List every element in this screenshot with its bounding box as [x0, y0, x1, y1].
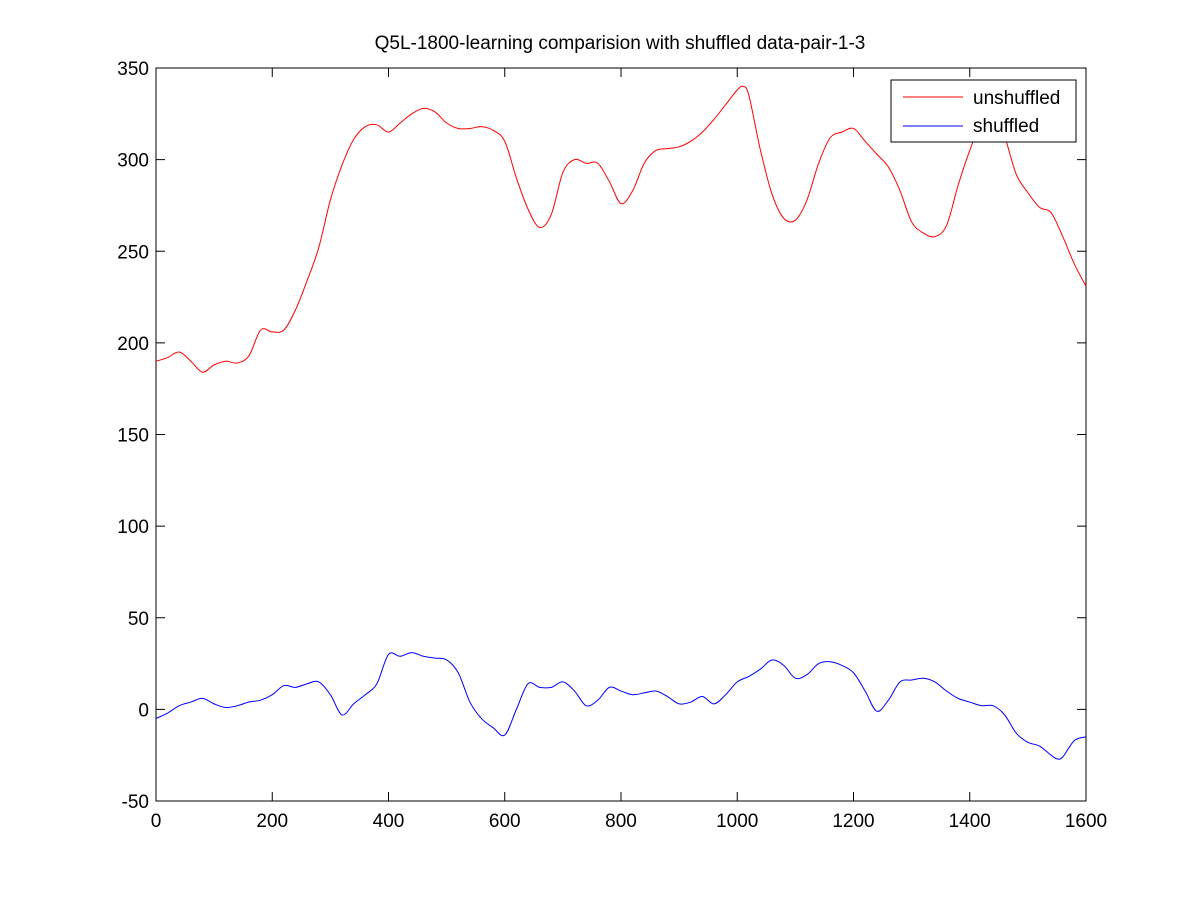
- legend: unshuffled shuffled: [890, 79, 1077, 143]
- y-tick-label: 300: [117, 151, 149, 172]
- x-tick-label: 400: [373, 811, 405, 832]
- x-tick-label: 1000: [716, 811, 758, 832]
- y-tick-label: 50: [128, 609, 149, 630]
- y-tick-label: 350: [117, 59, 149, 80]
- y-tick-label: 150: [117, 426, 149, 447]
- y-axis: -50 0 50 100 150 200 250 300 350: [117, 59, 1086, 813]
- x-tick-label: 600: [489, 811, 521, 832]
- y-tick-label: 250: [117, 242, 149, 263]
- x-tick-label: 1600: [1065, 811, 1107, 832]
- series-line-unshuffled: [155, 85, 1087, 373]
- y-tick-label: 200: [117, 334, 149, 355]
- x-tick-label: 0: [151, 811, 162, 832]
- series-line-shuffled: [155, 652, 1087, 760]
- series-group: [155, 85, 1087, 760]
- legend-box: [890, 79, 1077, 143]
- y-tick-label: 100: [117, 517, 149, 538]
- y-tick-label: 0: [138, 700, 149, 721]
- legend-label-unshuffled: unshuffled: [973, 88, 1060, 109]
- x-tick-label: 1400: [949, 811, 991, 832]
- x-tick-label: 200: [256, 811, 288, 832]
- x-tick-label: 1200: [832, 811, 874, 832]
- x-axis: 0 200 400 600 800 1000 1200 1400 1600: [151, 68, 1107, 832]
- y-tick-label: -50: [122, 792, 149, 813]
- plot-area: [155, 67, 1087, 802]
- chart-title: Q5L-1800-learning comparision with shuff…: [375, 33, 866, 54]
- legend-label-shuffled: shuffled: [973, 116, 1039, 137]
- x-tick-label: 800: [605, 811, 637, 832]
